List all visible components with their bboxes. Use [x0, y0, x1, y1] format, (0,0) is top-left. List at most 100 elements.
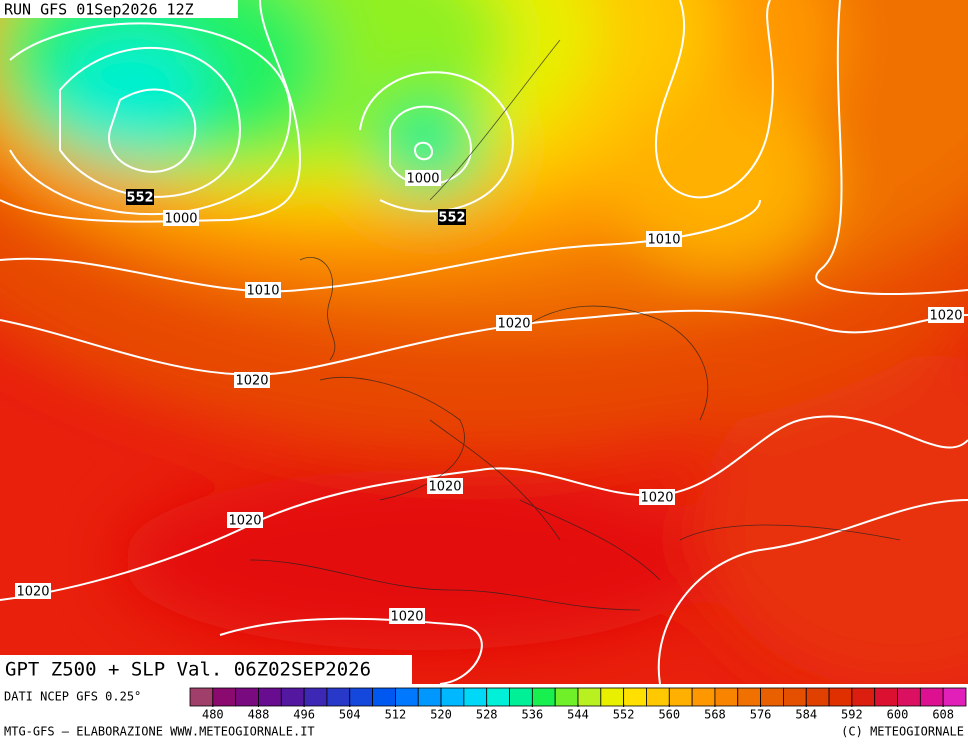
- colorbar-tick-label: 480: [202, 708, 224, 722]
- colorbar-tick-label: 536: [522, 708, 544, 722]
- contour-label: 1020: [390, 610, 423, 625]
- isobar: [413, 141, 434, 161]
- colorbar-tick-label: 552: [613, 708, 635, 722]
- colorbar-tick-label: 592: [841, 708, 863, 722]
- colorbar-swatch: [372, 687, 396, 707]
- colorbar-swatch: [486, 687, 510, 707]
- colorbar-tick-label: 576: [750, 708, 772, 722]
- isobar: [59, 46, 242, 198]
- colorbar-swatch: [623, 687, 647, 707]
- isobar: [0, 0, 302, 223]
- colorbar-swatch: [189, 687, 214, 707]
- colorbar-swatch: [805, 687, 830, 707]
- contour-label-bg: [126, 189, 154, 205]
- colorbar-swatch: [554, 687, 579, 707]
- colorbar-tick-label: 520: [430, 708, 452, 722]
- colorbar-swatch: [897, 687, 921, 707]
- colorbar-swatch: [395, 687, 419, 707]
- colorbar: 480 488 496 504 512 520 528 536 544 552 560 568 576 5…: [189, 687, 967, 722]
- isobar: [108, 88, 197, 173]
- colorbar-swatch: [440, 687, 465, 707]
- contour-label: 552: [126, 191, 153, 206]
- colorbar-swatch: [600, 687, 625, 707]
- coastline: [249, 39, 901, 611]
- colorbar-swatch: [828, 687, 853, 707]
- colorbar-swatch: [919, 687, 944, 707]
- colorbar-tick-label: 488: [248, 708, 270, 722]
- contour-label: 1020: [16, 585, 49, 600]
- colorbar-swatch: [463, 687, 488, 707]
- colorbar-swatch: [942, 687, 967, 707]
- contour-label: 1020: [235, 374, 268, 389]
- contour-label-bg: [405, 170, 441, 186]
- colorbar-tick-label: 512: [385, 708, 407, 722]
- contour-label-bg: [389, 608, 425, 624]
- contour-labels: 552 1000 1000 552 1010 1010 1020 1020 1020 1020 10…: [15, 170, 964, 625]
- contour-label: 1020: [497, 317, 530, 332]
- map-title: GPT Z500 + SLP Val. 06Z02SEP2026: [5, 659, 371, 681]
- colorbar-tick-label: 496: [293, 708, 315, 722]
- colorbar-tick-label: 560: [658, 708, 680, 722]
- contour-label-bg: [163, 210, 199, 226]
- isobar: [219, 617, 483, 684]
- colorbar-swatch: [760, 687, 784, 707]
- credit: MTG-GFS — ELABORAZIONE WWW.METEOGIORNALE…: [4, 725, 315, 739]
- colorbar-tick-label: 544: [567, 708, 589, 722]
- colorbar-swatch: [737, 687, 761, 707]
- contour-label: 1020: [640, 491, 673, 506]
- isobar: [9, 22, 292, 216]
- colorbar-swatch: [691, 687, 716, 707]
- contour-label-bg: [15, 583, 51, 599]
- contour-label-bg: [234, 372, 270, 388]
- colorbar-swatch: [851, 687, 876, 707]
- title-box: [0, 655, 412, 684]
- colorbar-swatch: [326, 687, 351, 707]
- contour-label-bg: [227, 512, 263, 528]
- contour-label-bg: [438, 209, 466, 225]
- contour-label: 552: [438, 211, 465, 226]
- colorbar-swatch: [577, 687, 602, 707]
- colorbar-swatch: [714, 687, 739, 707]
- colorbar-swatch: [349, 687, 373, 707]
- contour-label-bg: [646, 231, 682, 247]
- contour-label: 1020: [228, 514, 261, 529]
- colorbar-swatch: [668, 687, 693, 707]
- contour-label: 1010: [647, 233, 680, 248]
- isobar: [654, 0, 774, 199]
- copyright: (C) METEOGIORNALE: [841, 725, 964, 739]
- colorbar-tick-label: 568: [704, 708, 726, 722]
- contour-label: 1010: [246, 284, 279, 299]
- colorbar-tick-label: 584: [795, 708, 817, 722]
- isobar: [0, 415, 968, 601]
- colorbar-swatch: [258, 687, 282, 707]
- colorbar-swatch: [303, 687, 328, 707]
- contour-label-bg: [427, 478, 463, 494]
- colorbar-tick-label: 528: [476, 708, 498, 722]
- contour-label-bg: [639, 489, 675, 505]
- colorbar-swatch: [509, 687, 533, 707]
- colorbar-swatch: [783, 687, 807, 707]
- colorbar-swatch: [417, 687, 442, 707]
- contour-label: 1000: [406, 172, 439, 187]
- contour-label-bg: [245, 282, 281, 298]
- colorbar-swatch: [531, 687, 556, 707]
- isobar: [657, 499, 968, 684]
- colorbar-swatch: [280, 687, 305, 707]
- colorbar-swatch: [212, 687, 237, 707]
- contour-label: 1020: [929, 309, 962, 324]
- run-box: [0, 0, 238, 18]
- field: 552 1000 1000 552 1010 1010 1020 1020 1020 1020 10…: [0, 0, 968, 684]
- colorbar-swatch: [646, 687, 670, 707]
- colorbar-swatch: [874, 687, 898, 707]
- colorbar-tick-label: 504: [339, 708, 361, 722]
- contour-label-bg: [928, 307, 964, 323]
- colorbar-swatch: [235, 687, 259, 707]
- contour-label-bg: [496, 315, 532, 331]
- run-label: RUN GFS 01Sep2026 12Z: [4, 1, 194, 19]
- colorbar-tick-label: 600: [887, 708, 909, 722]
- colorbar-tick-label: 608: [932, 708, 954, 722]
- data-source: DATI NCEP GFS 0.25°: [4, 690, 141, 704]
- isobar: [0, 199, 761, 293]
